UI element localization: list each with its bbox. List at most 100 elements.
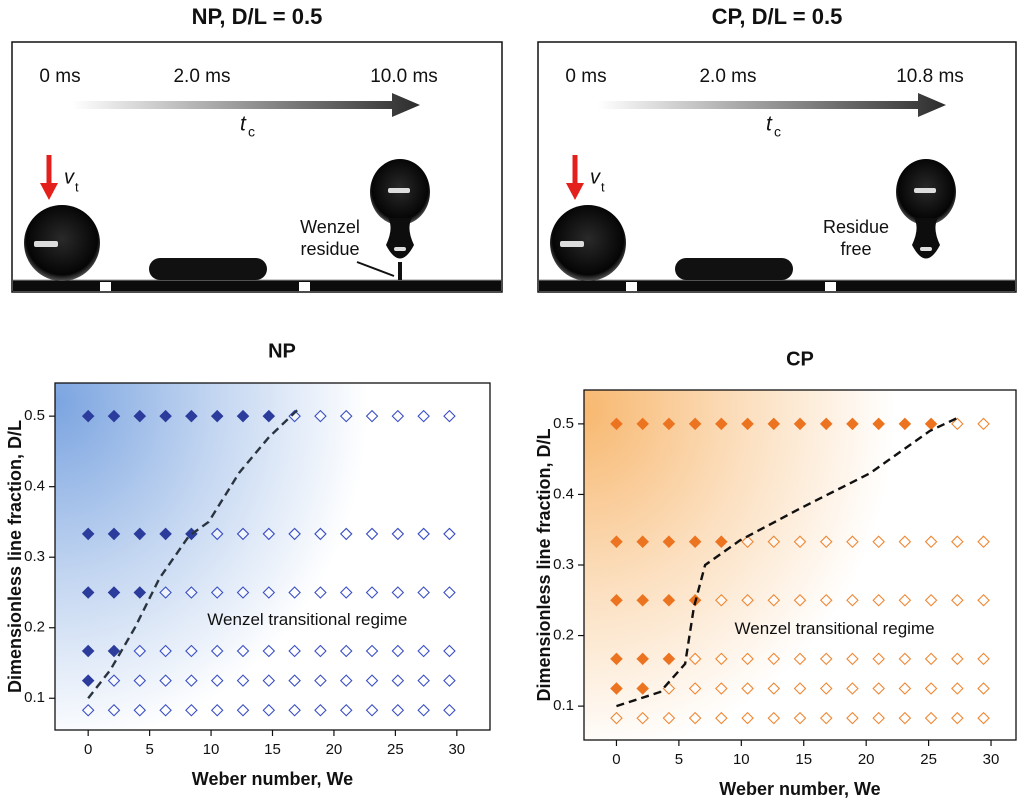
open-marker	[159, 586, 172, 599]
open-marker	[133, 703, 147, 717]
open-marker	[236, 703, 250, 717]
open-marker	[819, 594, 833, 607]
open-marker	[365, 586, 379, 599]
filled-marker	[133, 527, 147, 541]
open-marker	[210, 644, 224, 658]
open-marker	[236, 644, 250, 658]
open-marker	[339, 674, 353, 687]
open-marker	[715, 682, 728, 695]
open-marker	[107, 703, 121, 717]
filled-marker	[81, 527, 95, 541]
open-marker	[767, 535, 781, 548]
open-marker	[185, 644, 198, 658]
open-marker	[314, 674, 327, 687]
filled-marker	[662, 594, 676, 607]
open-marker	[339, 644, 353, 658]
open-marker	[365, 527, 379, 541]
chart-title: NP	[268, 340, 296, 362]
open-marker	[288, 703, 301, 717]
open-marker	[339, 527, 353, 541]
time-subscript: c	[248, 124, 255, 140]
open-marker	[951, 535, 964, 548]
filled-marker	[610, 682, 623, 695]
spread-droplet	[149, 258, 267, 280]
open-marker	[314, 527, 327, 541]
x-tick-label: 30	[448, 741, 465, 758]
y-tick-label: 0.4	[553, 485, 574, 502]
filled-marker	[636, 535, 649, 548]
open-marker	[898, 682, 912, 695]
open-marker	[391, 674, 405, 687]
open-marker	[924, 652, 938, 666]
open-marker	[288, 644, 301, 658]
open-marker	[288, 527, 301, 541]
open-marker	[288, 586, 301, 599]
filled-marker	[715, 417, 728, 431]
open-marker	[443, 703, 456, 717]
post-gap	[299, 282, 310, 291]
note: free	[840, 239, 871, 259]
filled-marker	[610, 652, 623, 666]
droplet	[550, 205, 626, 281]
open-marker	[898, 535, 912, 548]
open-marker	[391, 644, 405, 658]
open-marker	[236, 674, 250, 687]
time-label: 2.0 ms	[699, 66, 756, 87]
annotation: Wenzel transitional regime	[735, 619, 935, 638]
open-marker	[741, 682, 754, 695]
open-marker	[262, 703, 276, 717]
plot-frame	[54, 382, 491, 731]
y-tick-label: 0.5	[553, 415, 574, 432]
filled-marker	[107, 527, 121, 541]
open-marker	[924, 535, 938, 548]
open-marker	[898, 652, 912, 666]
open-marker	[443, 674, 456, 687]
open-marker	[872, 652, 885, 666]
open-marker	[977, 682, 990, 695]
open-marker	[688, 711, 702, 725]
time-symbol: t	[240, 113, 247, 136]
open-marker	[81, 703, 95, 717]
filled-marker	[133, 409, 147, 423]
open-marker	[417, 703, 430, 717]
open-marker	[977, 652, 990, 666]
open-marker	[236, 586, 250, 599]
x-tick-label: 0	[612, 751, 620, 768]
filled-marker	[767, 417, 781, 431]
substrate	[13, 280, 501, 291]
x-tick-label: 15	[264, 741, 281, 758]
open-marker	[819, 682, 833, 695]
y-tick-label: 0.4	[24, 478, 45, 495]
droplet-neck	[912, 218, 940, 259]
open-marker	[793, 594, 807, 607]
filled-marker	[81, 674, 95, 687]
open-marker	[391, 703, 405, 717]
y-axis-label: Dimensionless line fraction, D/L	[5, 420, 25, 693]
y-tick-label: 0.3	[553, 556, 574, 573]
open-marker	[391, 409, 405, 423]
post-gap	[100, 282, 111, 291]
velocity-symbol: v	[590, 166, 601, 188]
filled-marker	[210, 409, 224, 423]
open-marker	[159, 674, 172, 687]
open-marker	[688, 652, 702, 666]
open-marker	[951, 682, 964, 695]
filled-marker	[107, 586, 121, 599]
filled-marker	[107, 644, 121, 658]
open-marker	[417, 586, 430, 599]
open-marker	[688, 682, 702, 695]
open-marker	[951, 417, 964, 431]
filled-marker	[636, 682, 649, 695]
open-marker	[339, 586, 353, 599]
open-marker	[417, 644, 430, 658]
time-label: 0 ms	[39, 66, 80, 87]
open-marker	[819, 652, 833, 666]
y-tick-label: 0.2	[24, 619, 45, 636]
highlight	[388, 188, 410, 193]
open-marker	[767, 682, 781, 695]
open-marker	[793, 711, 807, 725]
open-marker	[977, 417, 990, 431]
spread-droplet	[675, 258, 793, 280]
open-marker	[610, 711, 623, 725]
x-tick-label: 10	[733, 751, 750, 768]
